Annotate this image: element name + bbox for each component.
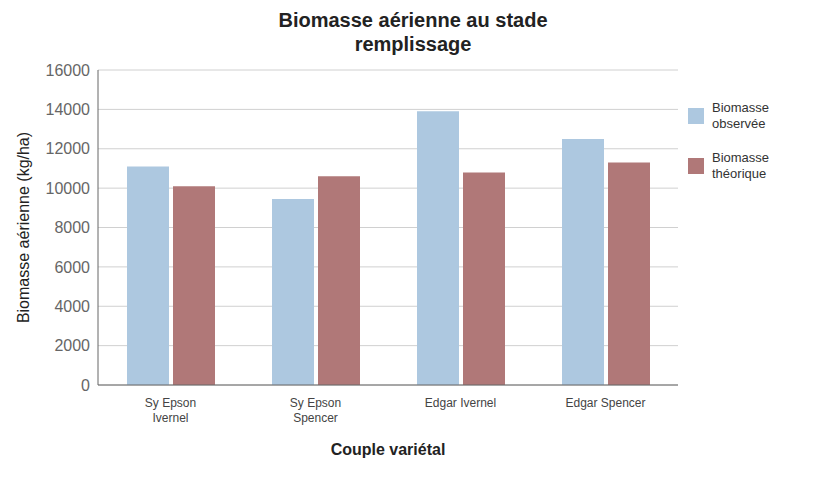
svg-text:Sy EpsonIvernel: Sy EpsonIvernel xyxy=(145,396,196,425)
svg-text:16000: 16000 xyxy=(46,62,91,79)
svg-text:4000: 4000 xyxy=(54,298,90,315)
svg-text:Biomasse aérienne (kg/ha): Biomasse aérienne (kg/ha) xyxy=(15,132,32,323)
svg-text:10000: 10000 xyxy=(46,180,91,197)
svg-text:Couple variétal: Couple variétal xyxy=(331,441,446,458)
svg-text:Edgar Ivernel: Edgar Ivernel xyxy=(425,396,496,410)
svg-text:Edgar Spencer: Edgar Spencer xyxy=(565,396,645,410)
svg-text:Sy EpsonSpencer: Sy EpsonSpencer xyxy=(290,396,341,425)
svg-text:14000: 14000 xyxy=(46,101,91,118)
svg-text:6000: 6000 xyxy=(54,259,90,276)
html-text:Biomasse observée: Biomasse observée xyxy=(712,100,770,131)
html-text:Biomasse théorique: Biomasse théorique xyxy=(712,150,770,181)
svg-text:12000: 12000 xyxy=(46,140,91,157)
html-text:Biomasse aérienne au stade rem: Biomasse aérienne au stade remplissage xyxy=(278,9,548,55)
svg-text:2000: 2000 xyxy=(54,337,90,354)
svg-text:8000: 8000 xyxy=(54,219,90,236)
svg-text:0: 0 xyxy=(81,377,90,394)
